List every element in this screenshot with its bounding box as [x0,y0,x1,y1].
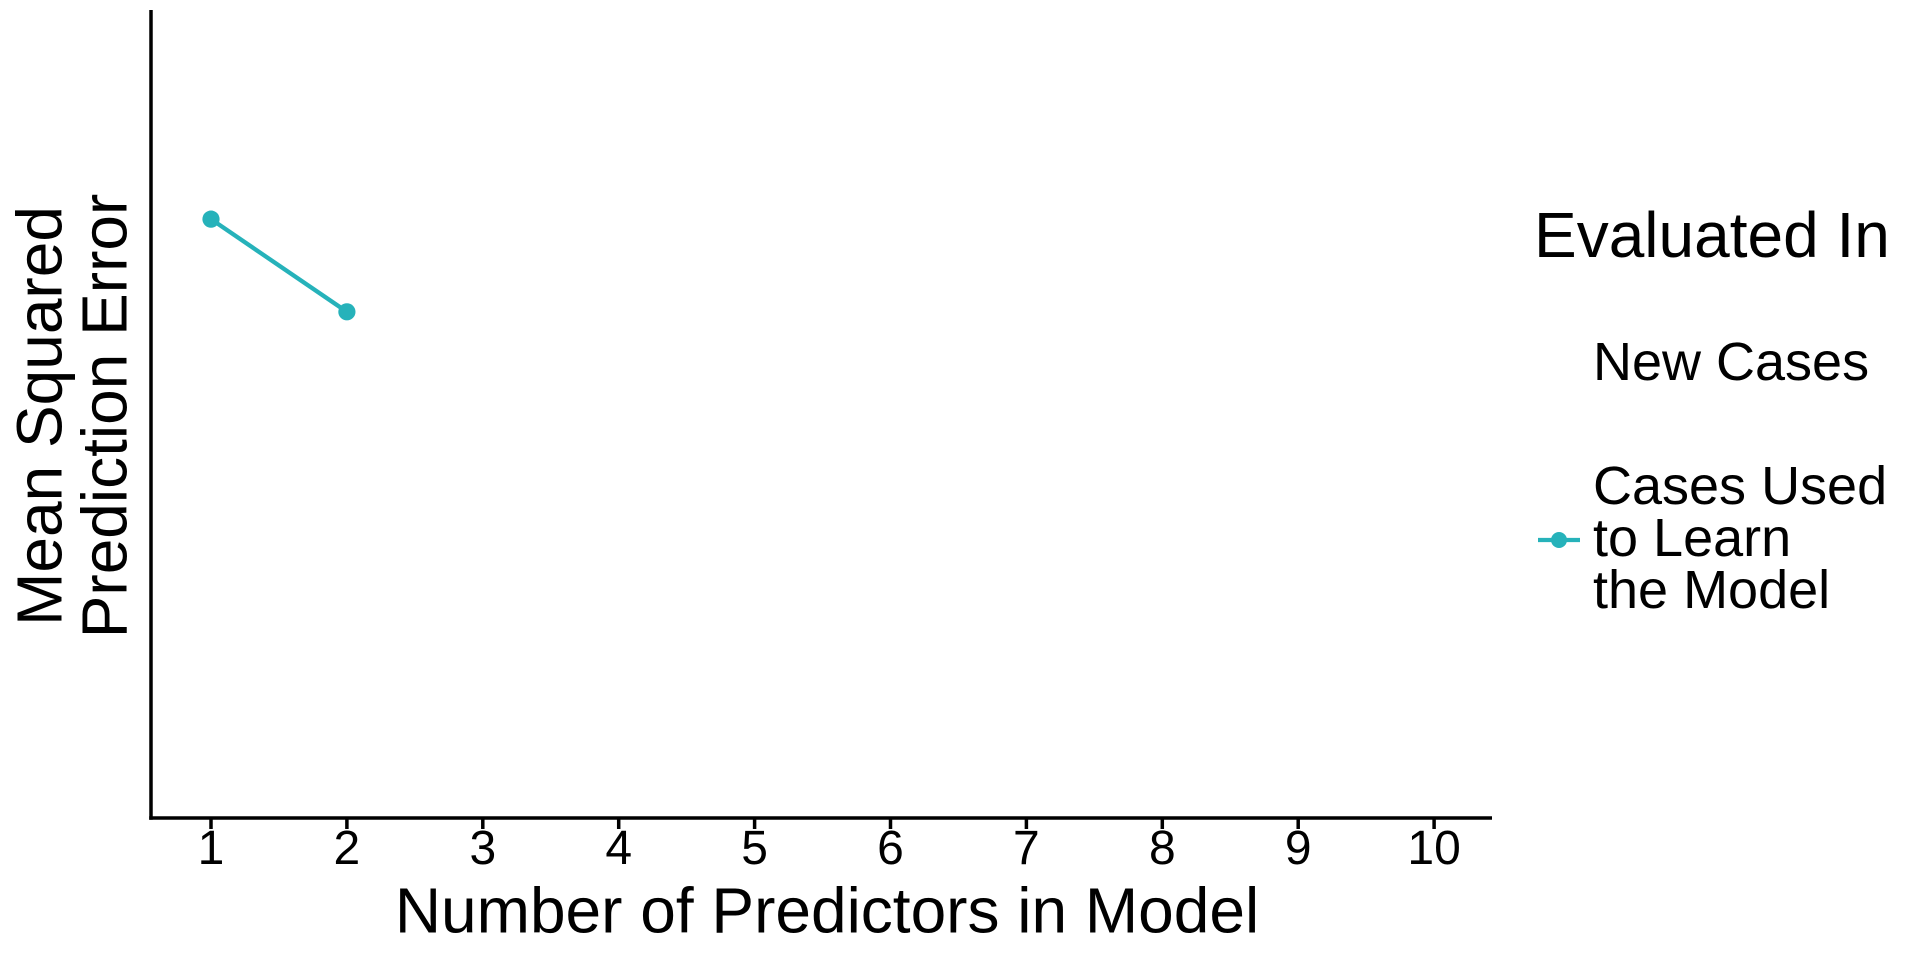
x-tick-label: 7 [1013,822,1040,875]
legend-title: Evaluated In [1534,199,1890,271]
x-tick-label: 3 [469,822,496,875]
x-tick-label: 5 [741,822,768,875]
legend-item-new-cases: New Cases [1593,332,1870,392]
x-tick-label: 2 [334,822,361,875]
y-axis-title: Mean Squared Prediction Error [3,193,141,639]
series-point [338,303,356,321]
x-tick-label: 8 [1149,822,1176,875]
legend-item-cases-used: Cases Used to Learn the Model [1593,456,1888,620]
legend-key-line-point-icon [1538,532,1580,548]
data-series [202,210,356,321]
x-axis-ticks: 1 2 3 4 5 6 7 8 9 10 [198,818,1461,875]
x-tick-label: 9 [1285,822,1312,875]
legend: Evaluated In New Cases Cases Used to Lea… [1534,0,1920,960]
x-tick-label: 10 [1407,822,1460,875]
legend-key-dot [1551,532,1567,548]
legend-key-new-cases-blank [1536,345,1582,391]
series-line-cases-used-to-learn-the-model [209,217,349,314]
x-axis-title: Number of Predictors in Model [394,874,1260,947]
x-tick-label: 4 [605,822,632,875]
x-tick-label: 6 [877,822,904,875]
x-tick-label: 1 [198,822,225,875]
series-point [202,210,220,228]
